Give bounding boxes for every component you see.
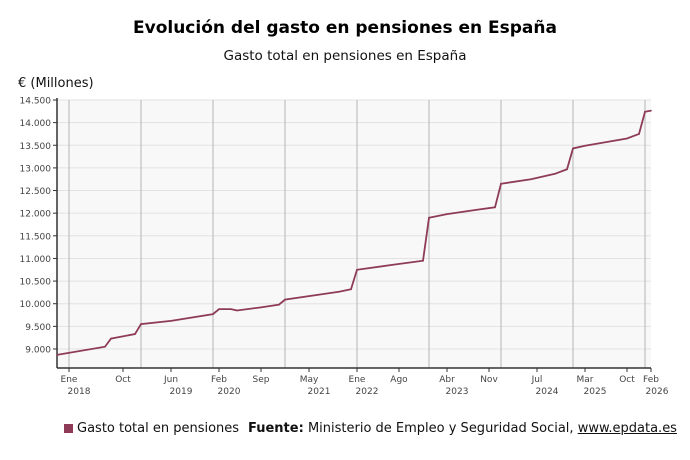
data-point bbox=[170, 320, 172, 322]
data-point bbox=[278, 303, 280, 306]
data-point bbox=[500, 182, 502, 185]
x-tick-label: Jul bbox=[531, 375, 543, 385]
y-tick-label: 11.500 bbox=[20, 232, 52, 242]
data-point bbox=[236, 309, 238, 312]
y-tick-label: 9.500 bbox=[25, 323, 51, 333]
data-point bbox=[134, 333, 136, 335]
chart-subtitle: Gasto total en pensiones en España bbox=[223, 48, 467, 64]
x-year-label: 2022 bbox=[356, 387, 379, 397]
data-point bbox=[338, 290, 340, 293]
data-point bbox=[230, 308, 232, 310]
y-tick-label: 10.500 bbox=[20, 278, 52, 288]
data-point bbox=[56, 354, 58, 356]
source-link[interactable]: www.epdata.es bbox=[577, 421, 677, 436]
x-tick-label: Sep bbox=[253, 375, 270, 385]
data-point bbox=[356, 268, 358, 271]
x-tick-label: Feb bbox=[211, 375, 227, 385]
x-year-label: 2018 bbox=[68, 387, 91, 397]
x-year-label: 2019 bbox=[170, 387, 193, 397]
x-tick-label: Ene bbox=[349, 375, 366, 385]
data-point bbox=[584, 144, 586, 147]
data-point bbox=[218, 308, 220, 310]
source-text: Ministerio de Empleo y Seguridad Social, bbox=[307, 421, 574, 436]
data-point bbox=[104, 345, 106, 348]
x-tick-label: Abr bbox=[439, 375, 455, 385]
y-tick-label: 12.000 bbox=[20, 210, 52, 220]
data-point bbox=[110, 337, 112, 340]
legend-label: Gasto total en pensiones bbox=[77, 421, 240, 436]
legend: Gasto total en pensiones bbox=[64, 421, 239, 436]
data-point bbox=[446, 213, 448, 215]
data-point bbox=[566, 168, 568, 171]
x-year-label: 2020 bbox=[218, 387, 241, 397]
y-tick-label: 10.000 bbox=[20, 300, 52, 310]
plot-background bbox=[57, 100, 651, 368]
y-tick-label: 14.000 bbox=[20, 119, 52, 129]
data-point bbox=[626, 137, 628, 140]
data-point bbox=[554, 172, 556, 175]
x-tick-label: Mar bbox=[577, 375, 594, 385]
x-tick-label: Ago bbox=[390, 375, 408, 385]
x-tick-label: Feb bbox=[643, 375, 659, 385]
data-point bbox=[212, 313, 214, 315]
series-line bbox=[56, 109, 652, 356]
data-point bbox=[422, 259, 424, 262]
y-axis-label: € (Millones) bbox=[18, 76, 94, 91]
data-point bbox=[140, 323, 142, 325]
x-tick-label: Jun bbox=[163, 375, 178, 385]
y-tick-label: 13.000 bbox=[20, 164, 52, 174]
data-point bbox=[644, 110, 646, 113]
x-tick-label: Oct bbox=[619, 375, 635, 385]
chart-title: Evolución del gasto en pensiones en Espa… bbox=[133, 18, 557, 38]
data-point bbox=[494, 206, 496, 209]
data-point bbox=[650, 109, 652, 112]
y-tick-label: 9.000 bbox=[25, 345, 51, 355]
x-tick-label: Nov bbox=[480, 375, 498, 385]
source-note: Fuente: Ministerio de Empleo y Seguridad… bbox=[248, 421, 677, 436]
data-point bbox=[572, 147, 574, 150]
x-tick-label: May bbox=[300, 375, 319, 385]
legend-swatch bbox=[64, 424, 73, 433]
x-year-label: 2025 bbox=[584, 387, 607, 397]
x-tick-label: Oct bbox=[115, 375, 131, 385]
data-point bbox=[638, 133, 640, 135]
data-point bbox=[530, 178, 532, 181]
x-year-label: 2023 bbox=[446, 387, 469, 397]
source-label: Fuente: bbox=[248, 421, 304, 436]
data-point bbox=[428, 216, 430, 219]
x-tick-label: Ene bbox=[61, 375, 78, 385]
y-tick-label: 13.500 bbox=[20, 142, 52, 152]
x-year-label: 2024 bbox=[536, 387, 559, 397]
data-point bbox=[350, 288, 352, 291]
data-point bbox=[392, 263, 394, 266]
y-tick-label: 11.000 bbox=[20, 255, 52, 265]
data-point bbox=[260, 306, 262, 309]
data-point bbox=[284, 298, 286, 301]
y-tick-label: 12.500 bbox=[20, 187, 52, 197]
y-tick-label: 14.500 bbox=[20, 97, 52, 107]
x-year-label: 2021 bbox=[308, 387, 331, 397]
x-year-label: 2026 bbox=[646, 387, 669, 397]
data-point bbox=[476, 208, 478, 211]
